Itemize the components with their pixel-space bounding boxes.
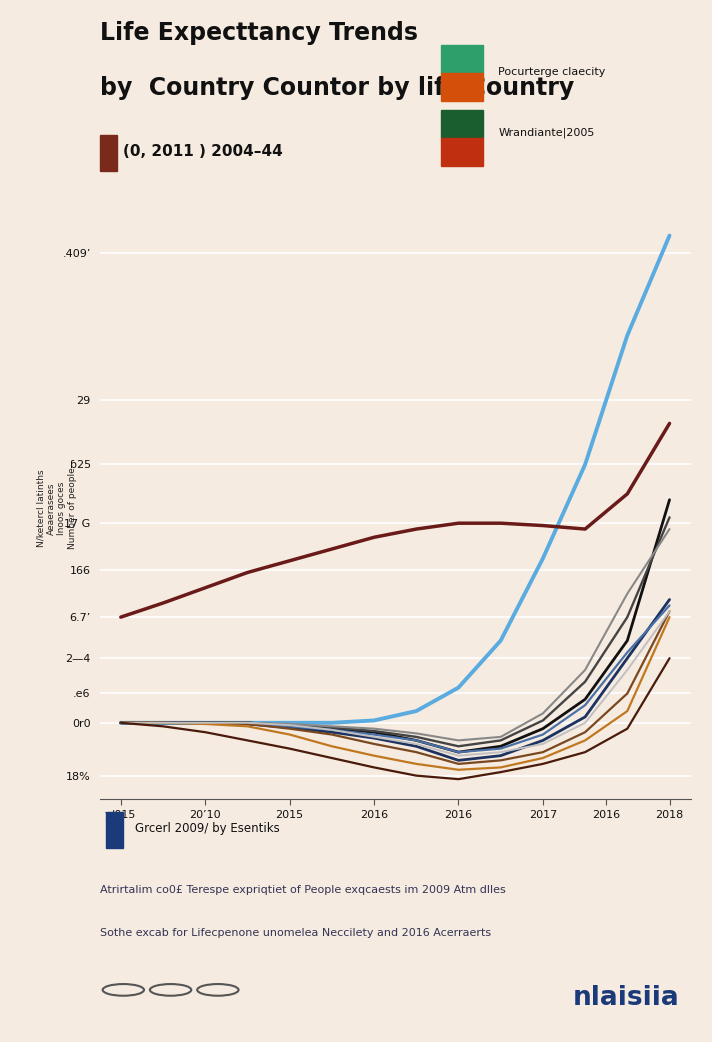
Text: by  Country Countor by life Country: by Country Countor by life Country	[100, 76, 574, 100]
Bar	[100, 135, 117, 171]
Text: Grcerl 2009/ by Esentiks: Grcerl 2009/ by Esentiks	[135, 822, 280, 836]
Text: nlaisiia: nlaisiia	[572, 986, 679, 1011]
Text: (0, 2011 ) 2004–44: (0, 2011 ) 2004–44	[123, 145, 283, 159]
Y-axis label: N/ketercl latinths
Aeaerasees
lnoos goces
Number of people: N/ketercl latinths Aeaerasees lnoos goce…	[36, 468, 77, 549]
Bar	[105, 813, 123, 848]
Text: Life Expecttancy Trends: Life Expecttancy Trends	[100, 21, 418, 45]
Text: Atrirtalim co0£ Terespe expriqtiet of People exqcaests im 2009 Atm dlles: Atrirtalim co0£ Terespe expriqtiet of Pe…	[100, 885, 506, 895]
Text: Sothe excab for Lifecpenone unomelea Neccilety and 2016 Acerraerts: Sothe excab for Lifecpenone unomelea Nec…	[100, 928, 491, 938]
